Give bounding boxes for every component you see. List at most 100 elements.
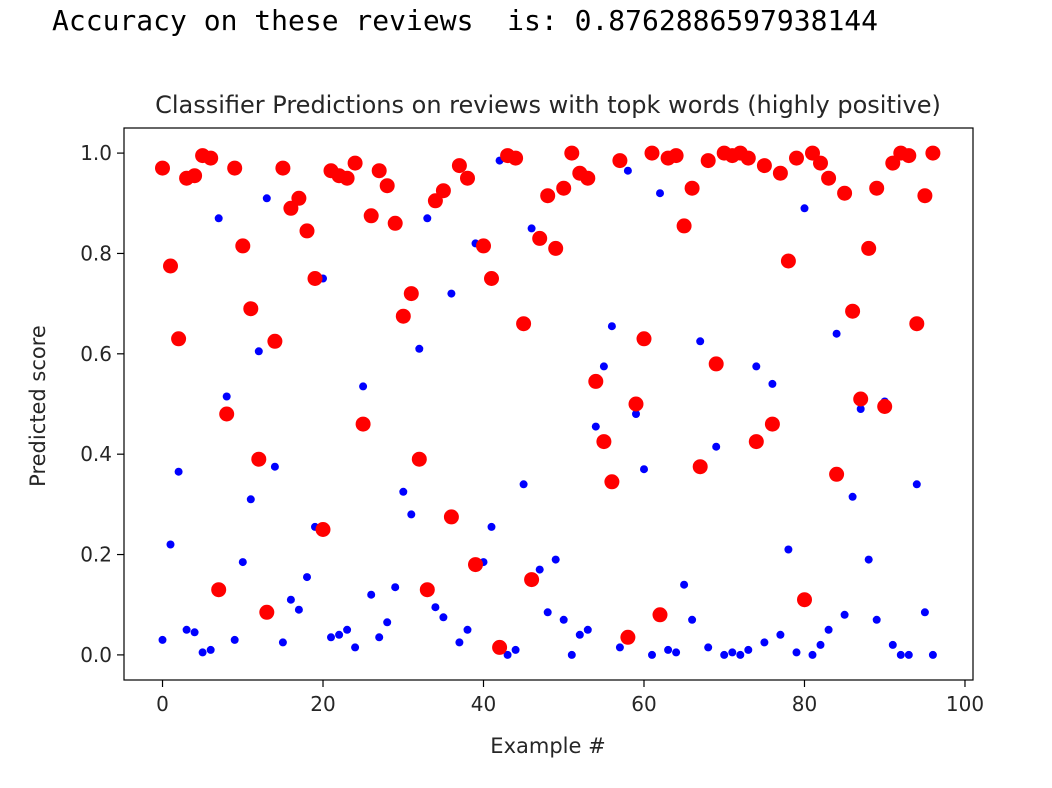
data-point-series1-51 <box>564 145 580 161</box>
data-point-series0-9 <box>230 635 239 644</box>
data-point-series0-91 <box>888 640 897 649</box>
data-point-series0-61 <box>648 650 656 659</box>
data-point-series0-30 <box>399 487 408 496</box>
data-point-series0-38 <box>463 625 472 634</box>
data-point-series1-49 <box>548 240 564 256</box>
data-point-series0-95 <box>920 608 929 617</box>
data-point-series0-15 <box>278 638 287 647</box>
data-point-series1-32 <box>411 451 427 467</box>
data-point-series1-20 <box>315 522 331 537</box>
data-point-series0-86 <box>848 492 857 501</box>
x-tick-label-4: 80 <box>792 692 817 716</box>
data-point-series0-22 <box>335 630 344 639</box>
data-point-series0-44 <box>511 645 520 654</box>
data-point-series1-48 <box>540 188 556 204</box>
data-point-series1-24 <box>347 155 363 171</box>
data-point-series0-0 <box>158 635 167 644</box>
data-point-series0-64 <box>672 648 681 657</box>
data-point-series1-86 <box>845 303 861 319</box>
data-point-series0-66 <box>688 615 697 624</box>
data-point-series0-69 <box>712 442 721 451</box>
data-point-series1-47 <box>532 230 548 246</box>
data-point-series1-68 <box>700 153 716 169</box>
data-point-series0-3 <box>182 625 191 634</box>
data-point-series0-29 <box>391 583 400 592</box>
data-point-series1-69 <box>708 356 724 372</box>
data-points <box>155 145 941 659</box>
data-point-series0-11 <box>246 495 255 504</box>
data-point-series1-29 <box>387 215 403 231</box>
data-point-series1-18 <box>299 223 315 239</box>
data-point-series0-71 <box>728 648 737 657</box>
data-point-series1-31 <box>403 286 419 302</box>
data-point-series1-23 <box>339 170 355 186</box>
data-point-series1-14 <box>267 333 283 349</box>
data-point-series1-88 <box>861 240 877 256</box>
data-point-series0-79 <box>792 648 801 657</box>
data-point-series1-10 <box>235 238 251 254</box>
data-point-series1-25 <box>355 416 371 432</box>
data-point-series0-75 <box>760 638 769 647</box>
data-point-series0-50 <box>559 615 568 624</box>
data-point-series1-15 <box>275 160 291 176</box>
data-point-series0-57 <box>615 643 624 652</box>
data-point-series1-26 <box>363 208 379 224</box>
data-point-series1-96 <box>925 145 941 161</box>
data-point-series1-8 <box>219 406 235 422</box>
data-point-series0-65 <box>680 580 689 589</box>
data-point-series0-26 <box>367 590 376 599</box>
data-point-series1-85 <box>837 185 853 201</box>
data-point-series0-56 <box>607 322 616 331</box>
data-point-series0-96 <box>928 650 937 659</box>
data-point-series1-62 <box>652 607 668 623</box>
data-point-series0-54 <box>591 422 600 431</box>
data-point-series0-4 <box>190 628 199 637</box>
data-point-series1-95 <box>917 188 933 204</box>
data-point-series0-73 <box>744 645 753 654</box>
data-point-series1-0 <box>155 160 170 176</box>
data-point-series0-87 <box>856 405 865 413</box>
data-point-series0-81 <box>808 650 817 659</box>
data-point-series1-56 <box>604 474 620 490</box>
data-point-series0-16 <box>286 595 295 604</box>
data-point-series0-76 <box>768 379 777 388</box>
data-point-series1-55 <box>596 434 612 450</box>
data-point-series0-82 <box>816 640 825 649</box>
data-point-series1-6 <box>203 150 219 166</box>
data-point-series0-34 <box>431 603 440 612</box>
data-point-series0-43 <box>503 650 512 659</box>
data-point-series0-55 <box>599 362 608 371</box>
data-point-series0-47 <box>535 565 544 574</box>
data-point-series1-1 <box>163 258 178 274</box>
y-tick-label-5: 1.0 <box>80 141 112 165</box>
data-point-series1-2 <box>171 331 187 347</box>
data-point-series1-83 <box>821 170 837 186</box>
data-point-series1-4 <box>187 168 203 184</box>
data-point-series0-63 <box>664 645 673 654</box>
data-point-series1-87 <box>853 391 869 407</box>
y-tick-label-0: 0.0 <box>80 643 112 667</box>
data-point-series1-46 <box>524 572 540 588</box>
data-point-series1-59 <box>628 396 644 412</box>
data-point-series0-21 <box>327 633 335 642</box>
data-point-series0-32 <box>415 344 424 353</box>
data-point-series1-41 <box>484 271 499 286</box>
data-point-series0-10 <box>238 558 247 567</box>
data-point-series1-9 <box>227 160 243 176</box>
data-point-series1-42 <box>492 639 508 655</box>
data-point-series1-76 <box>764 416 780 432</box>
data-point-series0-53 <box>583 625 592 634</box>
data-point-series1-93 <box>901 148 917 164</box>
y-tick-label-1: 0.2 <box>80 543 112 567</box>
data-point-series0-51 <box>567 650 576 659</box>
data-point-series0-78 <box>784 545 793 554</box>
data-point-series1-78 <box>780 253 796 269</box>
data-point-series1-13 <box>259 604 275 620</box>
y-tick-label-3: 0.6 <box>80 342 112 366</box>
data-point-series0-89 <box>872 615 881 624</box>
data-point-series0-67 <box>696 337 705 346</box>
data-point-series1-57 <box>612 153 628 169</box>
data-point-series1-80 <box>797 592 812 608</box>
data-point-series0-23 <box>343 625 352 634</box>
x-tick-label-2: 40 <box>471 692 496 716</box>
